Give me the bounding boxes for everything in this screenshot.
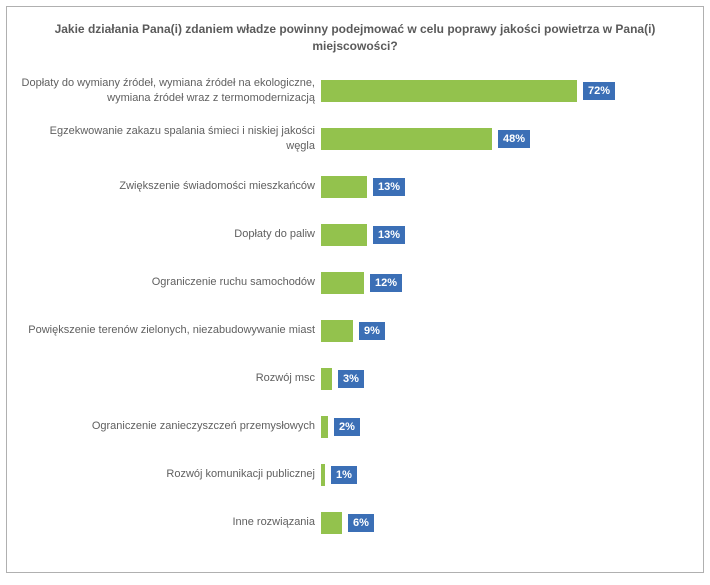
bar-area: 13% [321,224,677,246]
bar-area: 1% [321,464,677,486]
value-badge: 13% [372,177,406,197]
value-badge: 72% [582,81,616,101]
bar-row: Dopłaty do paliw 13% [21,220,689,250]
bar-area: 48% [321,128,677,150]
bar [321,368,332,390]
value-badge: 9% [358,321,386,341]
bar-row: Powiększenie terenów zielonych, niezabud… [21,316,689,346]
chart-container: Jakie działania Pana(i) zdaniem władze p… [6,6,704,573]
value-badge: 1% [330,465,358,485]
bar-area: 13% [321,176,677,198]
bar [321,176,367,198]
bar [321,272,364,294]
bar-label: Rozwój msc [21,371,321,386]
bar-area: 2% [321,416,677,438]
bar-label: Dopłaty do wymiany źródeł, wymiana źróde… [21,76,321,106]
bar [321,320,353,342]
bar [321,512,342,534]
bar-label: Powiększenie terenów zielonych, niezabud… [21,323,321,338]
bar-row: Ograniczenie zanieczyszczeń przemysłowyc… [21,412,689,442]
value-badge: 12% [369,273,403,293]
bar-area: 9% [321,320,677,342]
bar-label: Inne rozwiązania [21,515,321,530]
bar-row: Inne rozwiązania 6% [21,508,689,538]
bar-row: Ograniczenie ruchu samochodów 12% [21,268,689,298]
value-badge: 2% [333,417,361,437]
bar [321,416,328,438]
bar-row: Dopłaty do wymiany źródeł, wymiana źróde… [21,76,689,106]
chart-title: Jakie działania Pana(i) zdaniem władze p… [21,21,689,76]
value-badge: 48% [497,129,531,149]
bar-area: 3% [321,368,677,390]
value-badge: 3% [337,369,365,389]
bar [321,464,325,486]
bar-area: 12% [321,272,677,294]
bar-row: Egzekwowanie zakazu spalania śmieci i ni… [21,124,689,154]
bar-label: Ograniczenie zanieczyszczeń przemysłowyc… [21,419,321,434]
bar [321,128,492,150]
bar-row: Zwiększenie świadomości mieszkańców 13% [21,172,689,202]
chart-rows: Dopłaty do wymiany źródeł, wymiana źróde… [21,76,689,538]
bar [321,224,367,246]
bar-label: Rozwój komunikacji publicznej [21,467,321,482]
bar-label: Zwiększenie świadomości mieszkańców [21,179,321,194]
bar [321,80,577,102]
bar-label: Dopłaty do paliw [21,227,321,242]
bar-row: Rozwój komunikacji publicznej 1% [21,460,689,490]
bar-label: Egzekwowanie zakazu spalania śmieci i ni… [21,124,321,154]
bar-label: Ograniczenie ruchu samochodów [21,275,321,290]
value-badge: 6% [347,513,375,533]
bar-row: Rozwój msc 3% [21,364,689,394]
bar-area: 6% [321,512,677,534]
bar-area: 72% [321,80,677,102]
value-badge: 13% [372,225,406,245]
